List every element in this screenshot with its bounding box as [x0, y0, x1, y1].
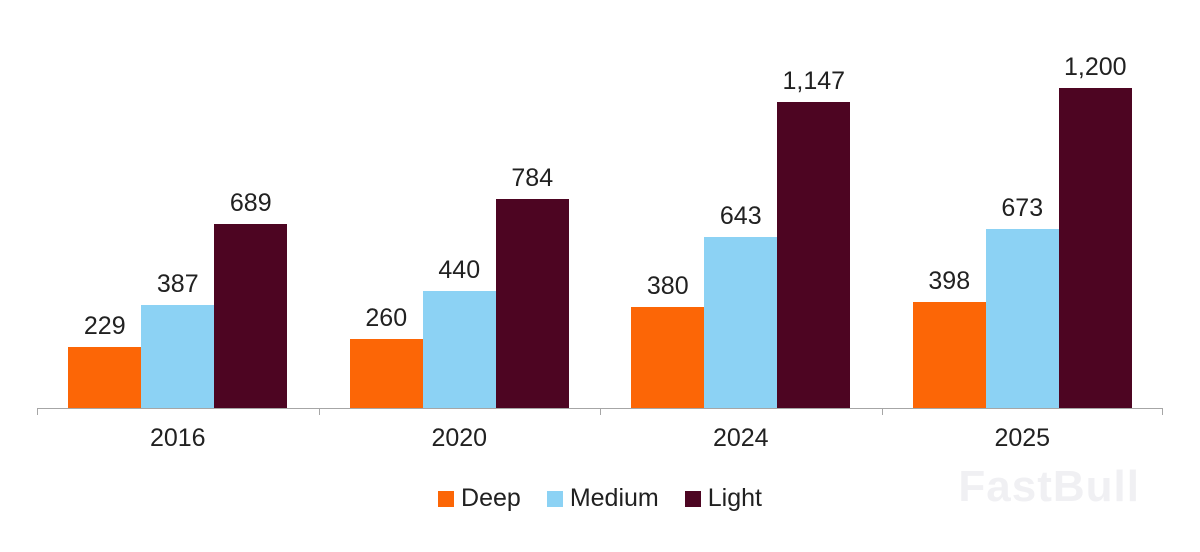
legend-label: Light — [707, 484, 762, 512]
bar-cell-light: 1,147 — [777, 69, 851, 408]
data-label: 1,200 — [1063, 53, 1127, 81]
bar-cell-light: 1,200 — [1058, 55, 1132, 408]
bar-cell-medium: 673 — [985, 195, 1059, 408]
data-label: 673 — [1001, 193, 1044, 222]
bar-deep — [912, 301, 986, 408]
legend-swatch-icon — [546, 490, 563, 507]
legend-item-light: Light — [684, 484, 762, 513]
data-label: 784 — [511, 163, 554, 192]
legend-swatch-icon — [684, 490, 701, 507]
bar-deep — [68, 346, 142, 408]
legend-item-medium: Medium — [546, 484, 659, 513]
data-label: 440 — [438, 255, 481, 284]
data-label: 1,147 — [782, 67, 846, 96]
data-label: 643 — [719, 201, 762, 230]
axis-tick — [1162, 409, 1163, 415]
bar-light — [777, 102, 851, 408]
bar-cell-deep: 229 — [68, 313, 142, 408]
axis-tick — [600, 409, 601, 415]
bar-cell-medium: 387 — [141, 271, 215, 408]
data-label: 229 — [83, 311, 126, 340]
x-axis-line — [37, 408, 1163, 415]
legend: Deep Medium Light — [0, 484, 1200, 513]
legend-swatch-icon — [438, 490, 455, 507]
bar-medium — [985, 228, 1059, 408]
bar-light — [1058, 88, 1132, 408]
bar-cell-light: 689 — [214, 191, 288, 408]
bar-cell-deep: 260 — [349, 305, 423, 408]
bar-medium — [704, 236, 778, 408]
legend-item-deep: Deep — [438, 484, 521, 513]
bar-cell-medium: 643 — [704, 203, 778, 408]
legend-label: Medium — [569, 484, 659, 512]
data-label: 380 — [646, 271, 689, 300]
axis-tick — [881, 409, 883, 415]
axis-tick — [318, 409, 320, 415]
bar-cell-deep: 380 — [631, 273, 705, 408]
x-axis-label: 2020 — [431, 424, 488, 452]
bar-group: 380 643 1,147 — [600, 69, 882, 408]
x-axis-label: 2016 — [149, 424, 206, 452]
data-label: 689 — [229, 189, 272, 218]
data-label: 387 — [156, 269, 199, 298]
data-label: 260 — [365, 303, 408, 332]
axis-tick — [37, 409, 38, 415]
plot-area: 229 387 689 260 440 784 380 643 1,147 398 673 1,200 — [37, 55, 1164, 408]
bar-group: 229 387 689 — [37, 88, 319, 408]
bar-cell-medium: 440 — [422, 257, 496, 408]
bar-cell-deep: 398 — [912, 268, 986, 408]
x-axis-labels: 2016 2020 2024 2025 — [37, 424, 1163, 453]
bar-deep — [349, 338, 423, 408]
legend-label: Deep — [461, 484, 521, 512]
x-axis-label: 2025 — [994, 424, 1051, 452]
x-axis-label: 2024 — [712, 424, 769, 452]
bar-light — [214, 224, 288, 408]
bar-group: 398 673 1,200 — [882, 55, 1164, 408]
bar-light — [495, 198, 569, 408]
bar-deep — [631, 306, 705, 408]
bar-group: 260 440 784 — [319, 88, 601, 408]
bar-medium — [422, 290, 496, 408]
watermark: FastBull — [958, 462, 1140, 511]
data-label: 398 — [928, 266, 971, 295]
bar-cell-light: 784 — [495, 165, 569, 408]
bar-medium — [141, 304, 215, 408]
